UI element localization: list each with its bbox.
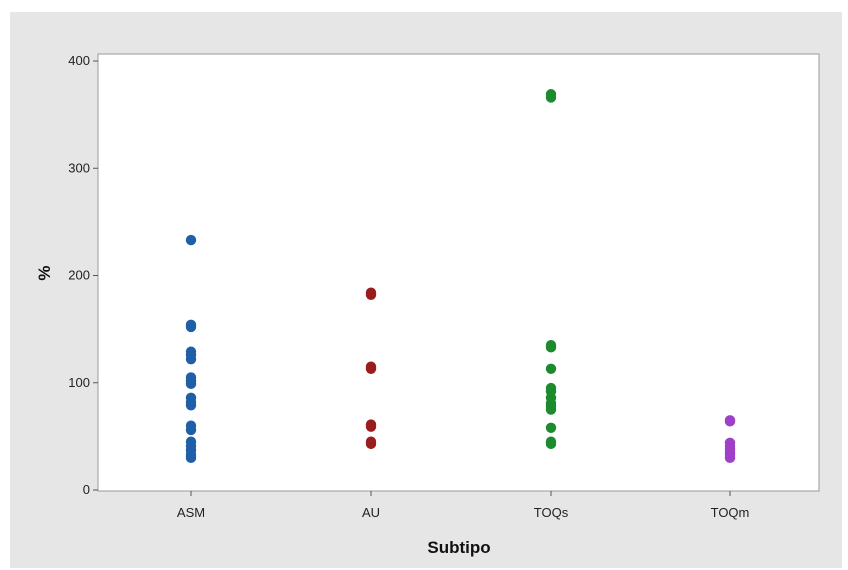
scatter-chart: 0 100 200 300 400 ASM AU TOQs TOQm Subtipo % <box>35 53 820 557</box>
x-tick-label-au: AU <box>362 505 380 520</box>
y-tick-label: 200 <box>68 268 90 283</box>
data-point-asm <box>185 353 197 365</box>
data-point-toqs <box>545 438 557 450</box>
data-point-asm <box>185 234 197 246</box>
data-point-au <box>365 421 377 432</box>
data-point-toqs <box>545 342 557 353</box>
y-axis: 0 100 200 300 400 <box>68 53 98 497</box>
y-tick-label: 100 <box>68 375 90 390</box>
data-point-toqs <box>545 363 557 375</box>
data-point-toqs <box>545 422 557 433</box>
y-tick-label: 300 <box>68 160 90 175</box>
plot-area <box>97 53 820 492</box>
x-axis: ASM AU TOQs TOQm <box>177 491 749 520</box>
x-tick-label-toqm: TOQm <box>711 505 750 520</box>
data-point-asm <box>185 378 197 390</box>
y-tick-label: 400 <box>68 53 90 68</box>
data-point-toqs <box>545 404 557 415</box>
y-axis-title: % <box>35 265 54 280</box>
data-point-asm <box>185 424 197 436</box>
y-tick-label: 0 <box>83 482 90 497</box>
data-point-toqs <box>545 92 557 103</box>
chart-frame: 0 100 200 300 400 ASM AU TOQs TOQm Subtipo % <box>10 12 842 568</box>
data-point-toqm <box>724 452 736 464</box>
data-point-au <box>365 289 377 301</box>
data-point-au <box>365 363 377 375</box>
data-point-au <box>365 438 377 450</box>
data-point-asm <box>185 400 197 411</box>
x-axis-title: Subtipo <box>427 538 490 557</box>
data-point-asm <box>185 452 197 464</box>
data-point-asm <box>185 321 197 333</box>
data-point-toqm <box>724 416 736 427</box>
data-points <box>185 89 736 464</box>
x-tick-label-toqs: TOQs <box>534 505 569 520</box>
x-tick-label-asm: ASM <box>177 505 205 520</box>
